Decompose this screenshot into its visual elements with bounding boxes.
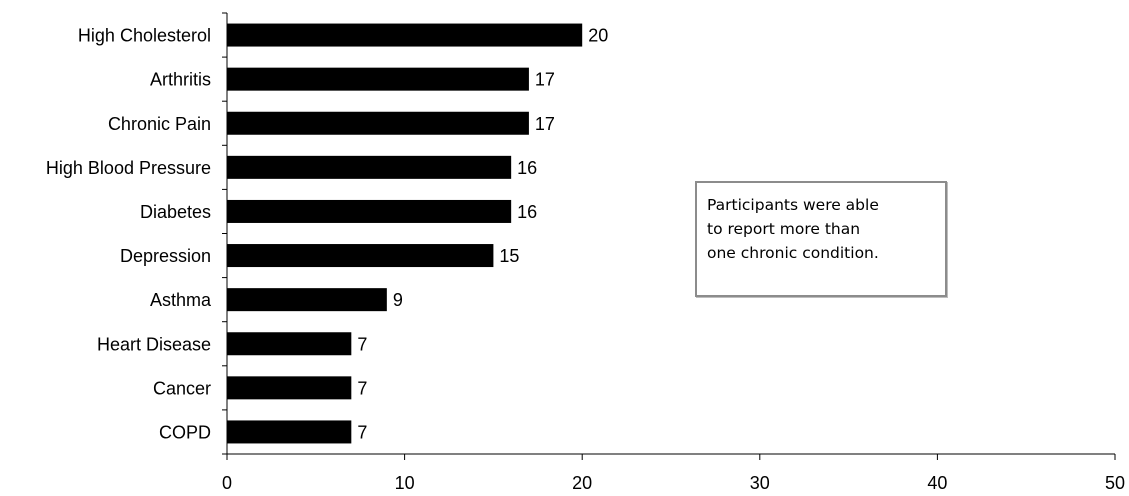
x-tick-label: 0 bbox=[222, 473, 232, 493]
x-tick-label: 50 bbox=[1105, 473, 1125, 493]
bar-asthma bbox=[227, 288, 387, 312]
x-tick-label: 40 bbox=[927, 473, 947, 493]
x-tick-label: 10 bbox=[395, 473, 415, 493]
x-tick-label: 30 bbox=[750, 473, 770, 493]
bar-heart-disease bbox=[227, 332, 352, 356]
category-label: Asthma bbox=[150, 290, 212, 310]
bar-high-cholesterol bbox=[227, 23, 583, 47]
data-label: 9 bbox=[393, 290, 403, 310]
category-label: COPD bbox=[159, 422, 211, 442]
x-tick-label: 20 bbox=[572, 473, 592, 493]
bar-chronic-pain bbox=[227, 111, 529, 135]
data-label: 20 bbox=[588, 26, 608, 46]
labels-layer: High Cholesterol 20 Arthritis 17 Chronic Pai… bbox=[46, 26, 1125, 493]
category-label: High Blood Pressure bbox=[46, 158, 211, 178]
data-label: 15 bbox=[499, 246, 519, 266]
bar-diabetes bbox=[227, 199, 512, 223]
bar-high-blood-pressure bbox=[227, 155, 512, 179]
category-label: High Cholesterol bbox=[78, 26, 211, 46]
axes-layer bbox=[222, 12, 1116, 460]
bar-depression bbox=[227, 244, 494, 268]
data-label: 16 bbox=[517, 158, 537, 178]
category-label: Diabetes bbox=[140, 202, 211, 222]
bar-arthritis bbox=[227, 67, 529, 91]
bars-layer bbox=[227, 23, 583, 444]
data-label: 17 bbox=[535, 70, 555, 90]
bar-copd bbox=[227, 420, 352, 444]
data-label: 16 bbox=[517, 202, 537, 222]
data-label: 7 bbox=[357, 378, 367, 398]
data-label: 7 bbox=[357, 334, 367, 354]
annotation-text: Participants were able to report more th… bbox=[707, 196, 879, 262]
category-label: Heart Disease bbox=[97, 334, 211, 354]
data-label: 17 bbox=[535, 114, 555, 134]
category-label: Depression bbox=[120, 246, 211, 266]
category-label: Chronic Pain bbox=[108, 114, 211, 134]
annotation-box: Participants were able to report more th… bbox=[695, 181, 947, 297]
category-label: Cancer bbox=[153, 378, 211, 398]
bar-cancer bbox=[227, 376, 352, 400]
category-label: Arthritis bbox=[150, 70, 211, 90]
data-label: 7 bbox=[357, 422, 367, 442]
